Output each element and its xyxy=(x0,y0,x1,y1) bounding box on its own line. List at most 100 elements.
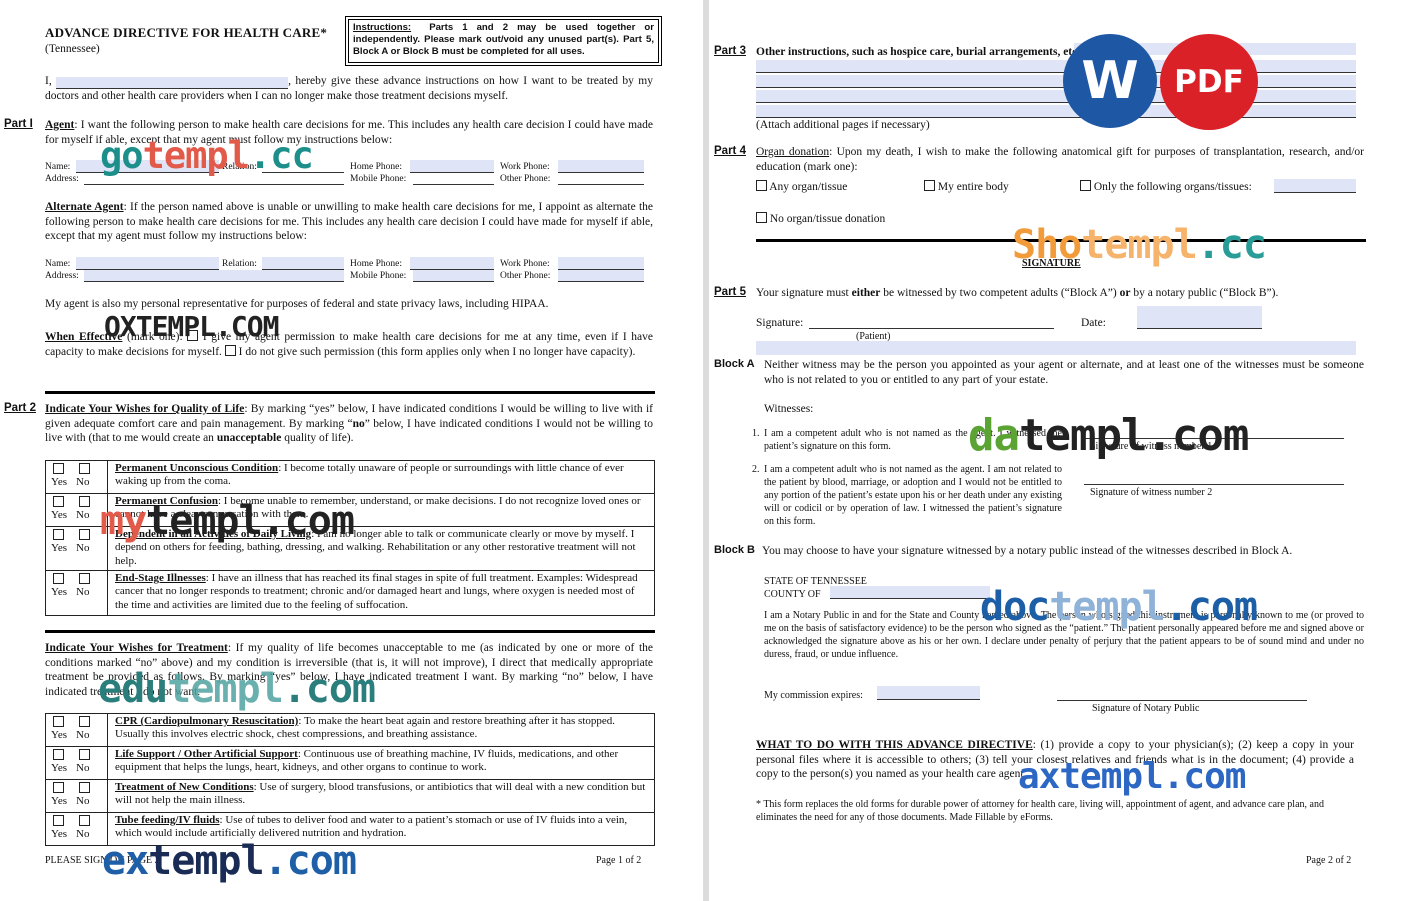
tx-2-no-checkbox[interactable] xyxy=(79,749,90,760)
tx-2-yes-checkbox[interactable] xyxy=(53,749,64,760)
no-permission-checkbox[interactable] xyxy=(224,344,236,356)
no-donation-checkbox[interactable] xyxy=(756,212,767,223)
agent-relation-field[interactable] xyxy=(262,172,344,173)
no-label: No xyxy=(76,476,90,488)
alt-address-field[interactable] xyxy=(84,270,344,281)
witness-1-signature-line[interactable] xyxy=(1084,438,1344,439)
qol-condition-1: Permanent Unconscious Condition: I becom… xyxy=(107,460,655,494)
treatment-title: CPR (Cardiopulmonary Resuscitation) xyxy=(115,715,299,727)
qol-4-no-checkbox[interactable] xyxy=(79,573,90,584)
date-field[interactable] xyxy=(1137,306,1262,328)
alt-relation-label: Relation: xyxy=(222,259,257,269)
witness-2-number: 2. xyxy=(752,464,760,475)
witness-2-statement: I am a competent adult who is not named … xyxy=(764,464,1062,527)
option-any-organ[interactable]: Any organ/tissue xyxy=(756,180,847,195)
quality-of-life-paragraph: Indicate Your Wishes for Quality of Life… xyxy=(45,402,653,446)
no-donation-label: No organ/tissue donation xyxy=(769,213,886,225)
watermark-oxtempl: OXTEMPL.COM xyxy=(104,310,279,343)
quality-of-life-text-a: : By marking “yes” below, I have indicat… xyxy=(45,403,653,430)
tx-4-yes-checkbox[interactable] xyxy=(53,815,64,826)
witness-2-caption: Signature of witness number 2 xyxy=(1090,487,1213,498)
agent-relation-label: Relation: xyxy=(222,162,257,172)
other-instructions-line-4[interactable] xyxy=(756,105,1356,117)
treatment-table: Yes No CPR (Cardiopulmonary Resuscitation… xyxy=(45,713,655,846)
organs-list-field[interactable] xyxy=(1274,179,1356,192)
treatment-title: Treatment of New Conditions xyxy=(115,781,254,793)
agent-name-label: Name: xyxy=(45,162,71,172)
table-row: Yes No Life Support / Other Artificial Su… xyxy=(45,746,655,780)
footnote: * This form replaces the old forms for d… xyxy=(756,799,1324,823)
notary-statement: I am a Notary Public in and for the Stat… xyxy=(764,610,1364,660)
tx-3-yes-checkbox[interactable] xyxy=(53,782,64,793)
part-3-heading: Other instructions, such as hospice care… xyxy=(756,46,1084,58)
option-no-donation[interactable]: No organ/tissue donation xyxy=(756,212,885,227)
alt-name-label: Name: xyxy=(45,259,71,269)
no-label: No xyxy=(76,762,90,774)
agent-name-field[interactable] xyxy=(76,160,219,172)
only-following-label: Only the following organs/tissues: xyxy=(1093,181,1252,193)
signature-fill-strip[interactable] xyxy=(756,341,1356,355)
yes-label: Yes xyxy=(51,828,68,840)
qol-1-yes-checkbox[interactable] xyxy=(53,463,64,474)
qol-3-no-checkbox[interactable] xyxy=(79,529,90,540)
only-following-checkbox[interactable] xyxy=(1080,180,1091,191)
qol-1-no-checkbox[interactable] xyxy=(79,463,90,474)
treatment-option-1: CPR (Cardiopulmonary Resuscitation): To … xyxy=(107,713,655,747)
witness-2-signature-line[interactable] xyxy=(1084,484,1344,485)
alt-name-field[interactable] xyxy=(76,257,219,269)
tx-3-no-checkbox[interactable] xyxy=(79,782,90,793)
alt-home-phone-field[interactable] xyxy=(410,257,494,269)
quality-of-life-table: Yes No Permanent Unconscious Condition: I… xyxy=(45,460,655,616)
notary-signature-line[interactable] xyxy=(1057,700,1307,701)
agent-mobile-field[interactable] xyxy=(413,184,494,185)
part-5-text: Your signature must either be witnessed … xyxy=(756,286,1278,301)
form-page-2 xyxy=(709,0,1406,901)
section-divider xyxy=(45,630,655,633)
tx-4-no-checkbox[interactable] xyxy=(79,815,90,826)
block-a-text: Neither witness may be the person you ap… xyxy=(764,359,1364,386)
permission-anytime-checkbox[interactable] xyxy=(187,330,199,341)
table-row: Yes No Tube feeding/IV fluids: Use of tub… xyxy=(45,812,655,846)
alt-other-phone-label: Other Phone: xyxy=(500,271,551,281)
qol-4-yes-checkbox[interactable] xyxy=(53,573,64,584)
qol-3-yes-checkbox[interactable] xyxy=(53,529,64,540)
option-entire-body[interactable]: My entire body xyxy=(924,180,1009,195)
alt-mobile-field[interactable] xyxy=(413,270,494,281)
organ-donation-text: : Upon my death, I wish to make the foll… xyxy=(756,146,1364,173)
table-row: Yes No Treatment of New Conditions: Use o… xyxy=(45,779,655,813)
tx-1-yes-checkbox[interactable] xyxy=(53,716,64,727)
other-instructions-line-1[interactable] xyxy=(756,60,1356,72)
option-only-following[interactable]: Only the following organs/tissues: xyxy=(1080,180,1252,195)
what-to-do-paragraph: WHAT TO DO WITH THIS ADVANCE DIRECTIVE: … xyxy=(756,738,1354,782)
other-instructions-line-2[interactable] xyxy=(756,75,1356,87)
qol-2-no-checkbox[interactable] xyxy=(79,496,90,507)
alt-relation-field[interactable] xyxy=(262,257,344,269)
agent-home-phone-field[interactable] xyxy=(410,160,494,172)
condition-title: End-Stage Illnesses xyxy=(115,572,206,584)
treatment-text: : To make the heart beat again and resto… xyxy=(115,715,616,741)
quality-of-life-text-c: quality of life). xyxy=(281,432,354,445)
treatment-label: Indicate Your Wishes for Treatment xyxy=(45,642,228,654)
block-b-text: You may choose to have your signature wi… xyxy=(762,545,1293,557)
agent-other-phone-field[interactable] xyxy=(558,184,644,185)
entire-body-checkbox[interactable] xyxy=(924,180,935,191)
part-5-either: either xyxy=(851,287,881,299)
patient-signature-line[interactable] xyxy=(809,328,1054,329)
agent-other-phone-label: Other Phone: xyxy=(500,174,551,184)
alt-work-phone-field[interactable] xyxy=(558,257,644,269)
county-field[interactable] xyxy=(830,586,990,598)
tx-1-no-checkbox[interactable] xyxy=(79,716,90,727)
treatment-paragraph: Indicate Your Wishes for Treatment: If m… xyxy=(45,641,653,699)
commission-expires-field[interactable] xyxy=(877,686,980,699)
part-5-text-a: Your signature must xyxy=(756,287,852,299)
agent-work-phone-field[interactable] xyxy=(558,160,644,172)
other-instructions-line-3[interactable] xyxy=(756,90,1356,102)
principal-name-field[interactable] xyxy=(56,76,289,89)
condition-text: : I become totally unaware of people or … xyxy=(115,462,624,488)
treatment-text: : Continuous use of breathing machine, I… xyxy=(115,748,619,774)
qol-2-yes-checkbox[interactable] xyxy=(53,496,64,507)
no-label: No xyxy=(76,729,90,741)
any-organ-checkbox[interactable] xyxy=(756,180,767,191)
alt-other-phone-field[interactable] xyxy=(558,270,644,281)
agent-address-field[interactable] xyxy=(84,184,344,185)
